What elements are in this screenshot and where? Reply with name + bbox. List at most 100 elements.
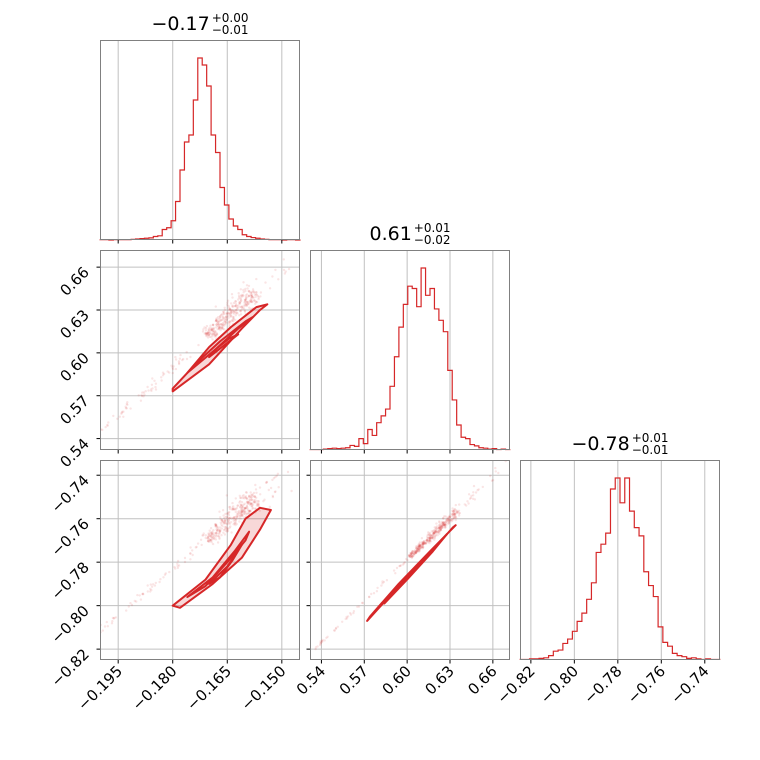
sample-point <box>234 497 237 500</box>
param-title-1-median: −0.17 <box>151 13 209 35</box>
sample-point <box>224 319 227 322</box>
sample-point <box>249 299 252 302</box>
sample-point <box>430 534 433 538</box>
sample-point <box>451 509 454 512</box>
sample-point <box>231 319 234 322</box>
sample-point <box>421 543 425 547</box>
sample-point <box>232 516 235 520</box>
sample-point <box>112 617 116 620</box>
sample-point <box>334 627 338 630</box>
sample-point <box>437 530 440 533</box>
sample-point <box>442 521 445 524</box>
sample-point <box>111 620 114 623</box>
sample-point <box>216 541 220 544</box>
sample-point <box>214 531 218 535</box>
sample-point <box>252 290 255 294</box>
panel-frame <box>100 250 300 450</box>
sample-point <box>468 497 472 500</box>
sample-point <box>250 293 253 296</box>
sample-point <box>223 522 226 525</box>
sample-point <box>146 385 149 389</box>
sample-point <box>218 530 221 534</box>
sample-point <box>218 529 222 532</box>
sample-point <box>199 538 203 541</box>
sample-point <box>420 541 424 544</box>
sample-point <box>277 278 280 281</box>
sample-point <box>242 306 245 309</box>
sample-point <box>236 312 239 315</box>
sample-point <box>235 522 238 526</box>
sample-point <box>253 299 256 302</box>
sample-point <box>239 511 242 514</box>
sample-point <box>224 529 227 533</box>
contour-level-3 <box>208 543 243 585</box>
sample-point <box>254 488 258 491</box>
sample-point <box>215 317 218 320</box>
sample-point <box>227 306 230 309</box>
sample-point <box>212 534 215 537</box>
sample-point <box>246 512 249 515</box>
sample-point <box>255 496 258 499</box>
sample-point <box>248 495 251 499</box>
sample-point <box>446 516 449 519</box>
sample-point <box>421 541 425 544</box>
sample-point <box>241 495 244 498</box>
sample-point <box>246 501 249 505</box>
sample-point <box>219 521 222 524</box>
sample-point <box>433 535 437 538</box>
sample-point <box>430 530 433 533</box>
sample-point <box>254 295 257 299</box>
param-title-2-plus: +0.01 <box>414 221 451 235</box>
sample-point <box>412 552 415 555</box>
sample-point <box>441 521 445 525</box>
sample-point <box>263 498 266 501</box>
sample-point <box>242 281 245 284</box>
sample-point <box>323 639 326 642</box>
sample-point <box>130 603 134 607</box>
sample-point <box>432 532 436 535</box>
sample-point <box>447 521 451 524</box>
sample-point <box>442 521 445 524</box>
sample-point <box>207 333 211 336</box>
sample-point <box>253 299 256 302</box>
sample-point <box>227 314 230 318</box>
sample-point <box>253 495 256 498</box>
sample-point <box>472 491 475 494</box>
sample-point <box>219 313 223 317</box>
sample-point <box>236 514 240 518</box>
sample-point <box>318 643 322 647</box>
sample-point <box>233 310 237 314</box>
sample-point <box>316 645 319 648</box>
sample-point <box>233 516 237 519</box>
sample-point <box>230 517 234 520</box>
sample-point <box>207 334 210 337</box>
sample-point <box>236 304 240 307</box>
sample-point <box>216 528 219 532</box>
sample-point <box>250 295 253 298</box>
sample-point <box>223 533 227 536</box>
sample-point <box>201 330 205 333</box>
sample-point <box>211 323 215 327</box>
sample-point <box>434 528 437 531</box>
sample-point <box>425 540 429 543</box>
sample-point <box>445 522 448 525</box>
sample-point <box>346 615 350 618</box>
sample-point <box>212 326 215 329</box>
sample-point <box>204 536 207 540</box>
sample-point <box>349 613 353 616</box>
sample-point <box>251 507 254 510</box>
sample-point <box>452 514 455 517</box>
sample-point <box>210 533 214 536</box>
sample-point <box>206 331 209 335</box>
sample-point <box>442 523 446 526</box>
sample-point <box>166 370 169 373</box>
sample-point <box>234 304 238 307</box>
sample-point <box>129 602 132 605</box>
sample-point <box>418 548 421 551</box>
sample-point <box>452 516 455 520</box>
sample-point <box>399 564 403 567</box>
sample-point <box>129 407 132 410</box>
sample-point <box>243 506 247 510</box>
sample-point <box>250 291 253 295</box>
sample-point <box>447 517 450 520</box>
